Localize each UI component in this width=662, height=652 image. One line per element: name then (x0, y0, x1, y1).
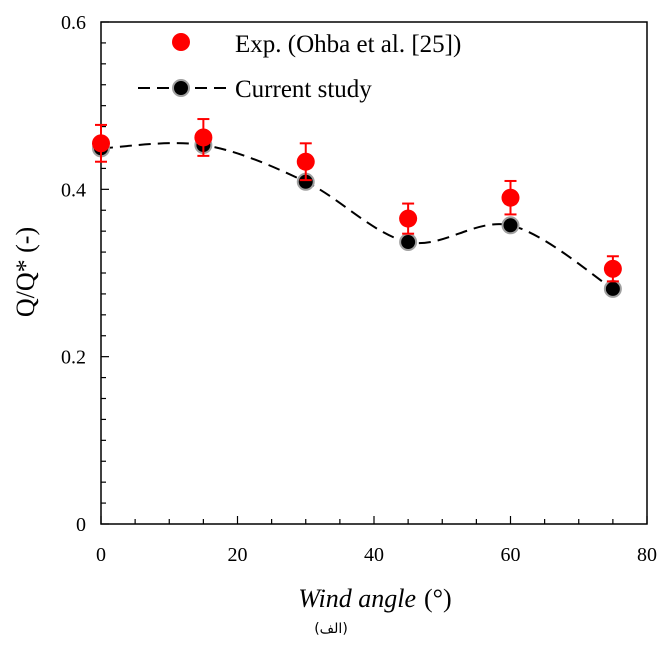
x-tick-label: 60 (501, 544, 521, 566)
x-tick-label: 80 (637, 544, 657, 566)
x-axis-label-name: Wind angle (298, 584, 416, 613)
x-tick-label: 20 (228, 544, 248, 566)
legend-current-label: Current study (235, 76, 372, 103)
y-axis-label: Q/Q* (-) (11, 227, 40, 317)
x-axis-label-unit: (°) (424, 584, 452, 613)
y-tick-label: 0.4 (61, 179, 86, 201)
x-tick-label: 40 (364, 544, 384, 566)
current-study-point (501, 216, 520, 235)
current-study-line (100, 142, 614, 290)
curve-layer (100, 142, 614, 290)
plot-frame (100, 21, 648, 525)
legend-exp-marker (172, 33, 190, 51)
x-axis-label: Wind angle (°) (298, 584, 451, 613)
current-study-point (603, 279, 622, 298)
plot-axes: 0 20 40 60 80 0 0.2 0.4 0.6 (61, 12, 657, 566)
figure-caption: (الف) (314, 621, 348, 637)
legend-exp-label: Exp. (Ohba et al. [25]) (235, 31, 461, 58)
exp-point (603, 259, 622, 278)
legend-current-marker (172, 79, 190, 97)
exp-point (501, 188, 520, 207)
x-tick-label: 0 (96, 544, 106, 566)
y-tick-label: 0.2 (61, 347, 86, 369)
legend: Exp. (Ohba et al. [25]) Current study (138, 31, 461, 103)
current-study-point (399, 233, 418, 252)
exp-point (194, 128, 213, 147)
y-tick-label: 0 (76, 514, 86, 536)
exp-point (92, 134, 110, 153)
exp-point (296, 152, 315, 171)
exp-point (399, 209, 418, 228)
marks-layer (92, 118, 622, 298)
y-tick-label: 0.6 (61, 12, 86, 34)
